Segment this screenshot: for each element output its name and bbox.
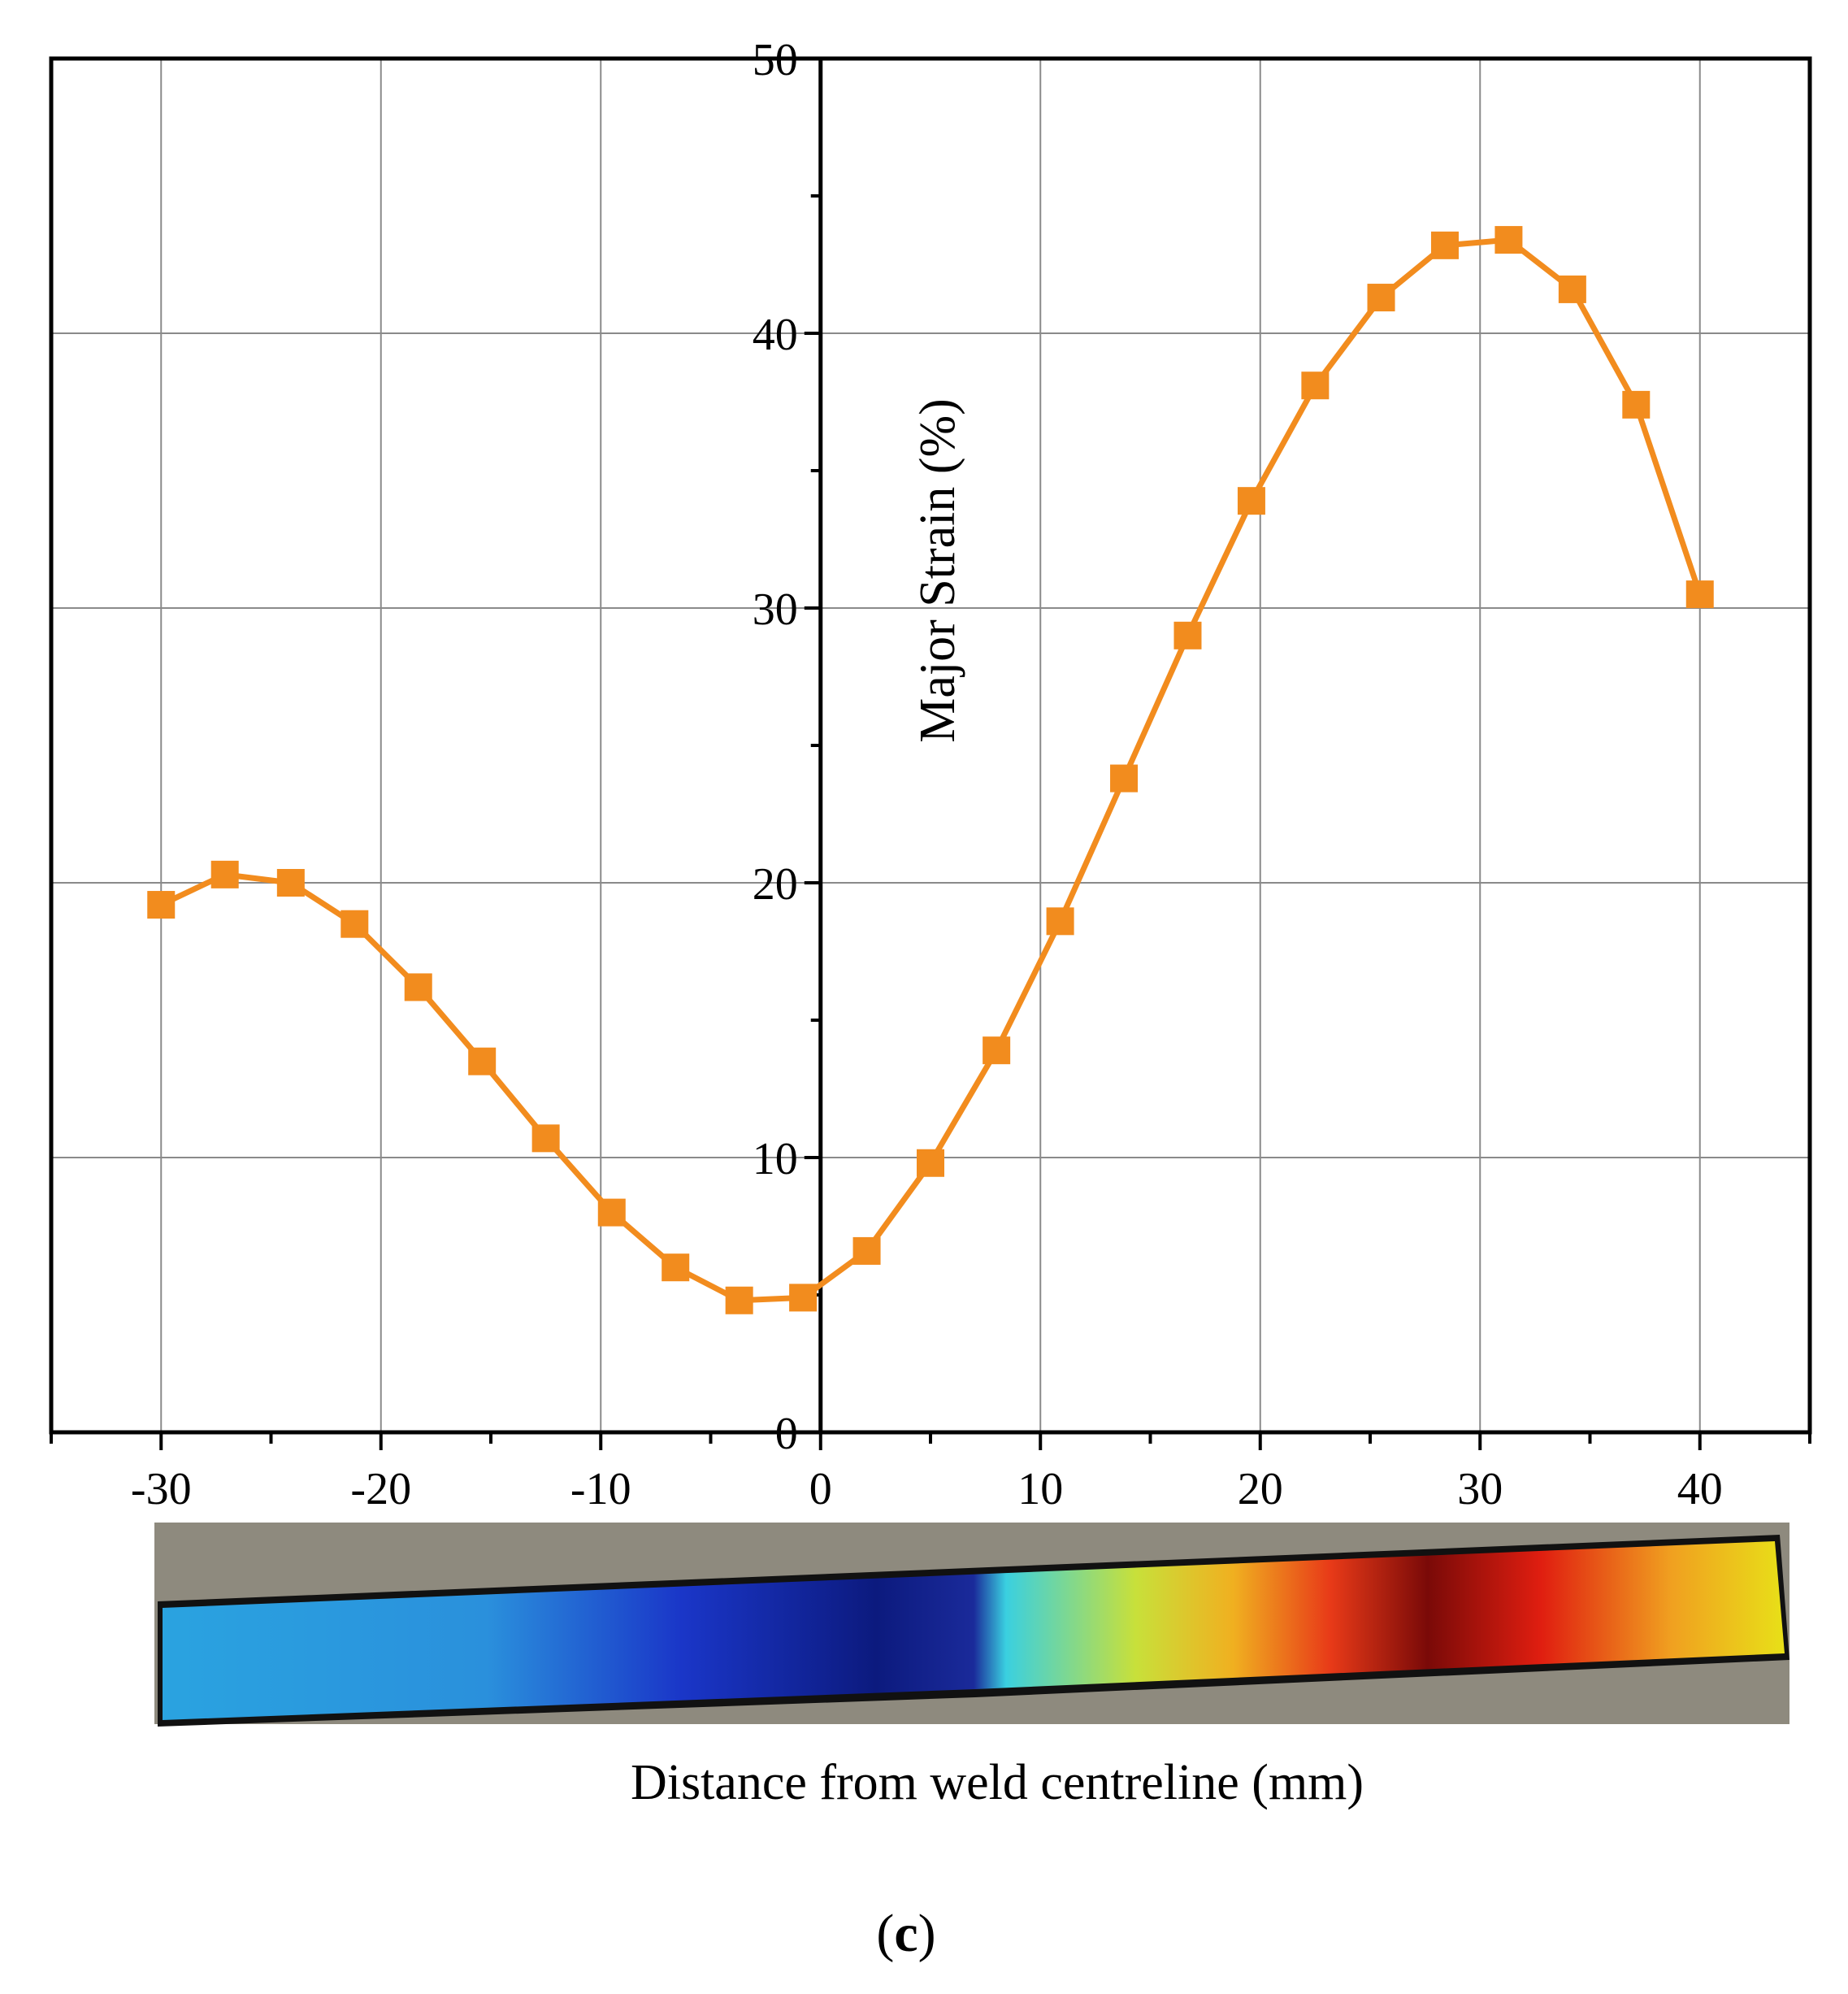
y-tick-label: 20 — [753, 859, 798, 910]
data-point — [1494, 226, 1523, 254]
y-tick-label: 0 — [775, 1409, 798, 1459]
x-tick-label: 30 — [1457, 1464, 1503, 1514]
data-point — [1685, 580, 1714, 609]
y-axis-title: Major Strain (%) — [910, 398, 965, 743]
x-tick-label: -10 — [570, 1464, 631, 1514]
data-point — [852, 1236, 881, 1265]
series-markers — [147, 226, 1714, 1314]
data-point — [597, 1198, 626, 1227]
data-point — [1237, 487, 1265, 515]
data-point — [1046, 907, 1074, 936]
strain-map-inset — [154, 1523, 1789, 1727]
plot-frame — [49, 56, 1812, 1435]
x-tick-label: -30 — [131, 1464, 192, 1514]
data-point — [1622, 390, 1651, 419]
data-point — [531, 1124, 560, 1153]
data-point — [1430, 231, 1459, 259]
x-axis-title: Distance from weld centreline (mm) — [631, 1755, 1364, 1810]
data-point — [983, 1036, 1011, 1065]
data-point — [1173, 621, 1202, 649]
grid-lines — [51, 59, 1810, 1432]
data-point — [1301, 371, 1330, 400]
data-point — [662, 1253, 690, 1282]
x-tick-label: -20 — [350, 1464, 411, 1514]
x-tick-label: 0 — [809, 1464, 832, 1514]
data-point — [341, 910, 369, 938]
x-tick-label: 40 — [1677, 1464, 1723, 1514]
data-point — [404, 973, 432, 1001]
data-point — [1110, 764, 1139, 793]
panel-label: (c) — [876, 1904, 935, 1963]
y-tick-label: 30 — [753, 584, 798, 635]
data-point — [276, 869, 305, 897]
data-point — [468, 1047, 497, 1075]
panel-letter: c — [894, 1904, 917, 1963]
y-axis-ticks: 0 10 20 30 40 50 — [753, 35, 821, 1459]
data-point — [1558, 275, 1586, 303]
y-tick-label: 10 — [753, 1134, 798, 1184]
x-axis-ticks: -30 -20 -10 0 10 20 30 40 — [50, 1432, 1811, 1514]
x-tick-label: 10 — [1017, 1464, 1063, 1514]
inset-strain-map — [163, 1541, 1785, 1720]
y-tick-label: 50 — [753, 35, 798, 85]
data-point — [210, 860, 239, 888]
data-point — [725, 1286, 753, 1314]
data-point — [147, 891, 176, 919]
y-tick-label: 40 — [753, 310, 798, 360]
data-point — [917, 1149, 944, 1177]
data-point — [789, 1284, 818, 1312]
data-point — [1367, 284, 1395, 312]
x-tick-label: 20 — [1238, 1464, 1283, 1514]
